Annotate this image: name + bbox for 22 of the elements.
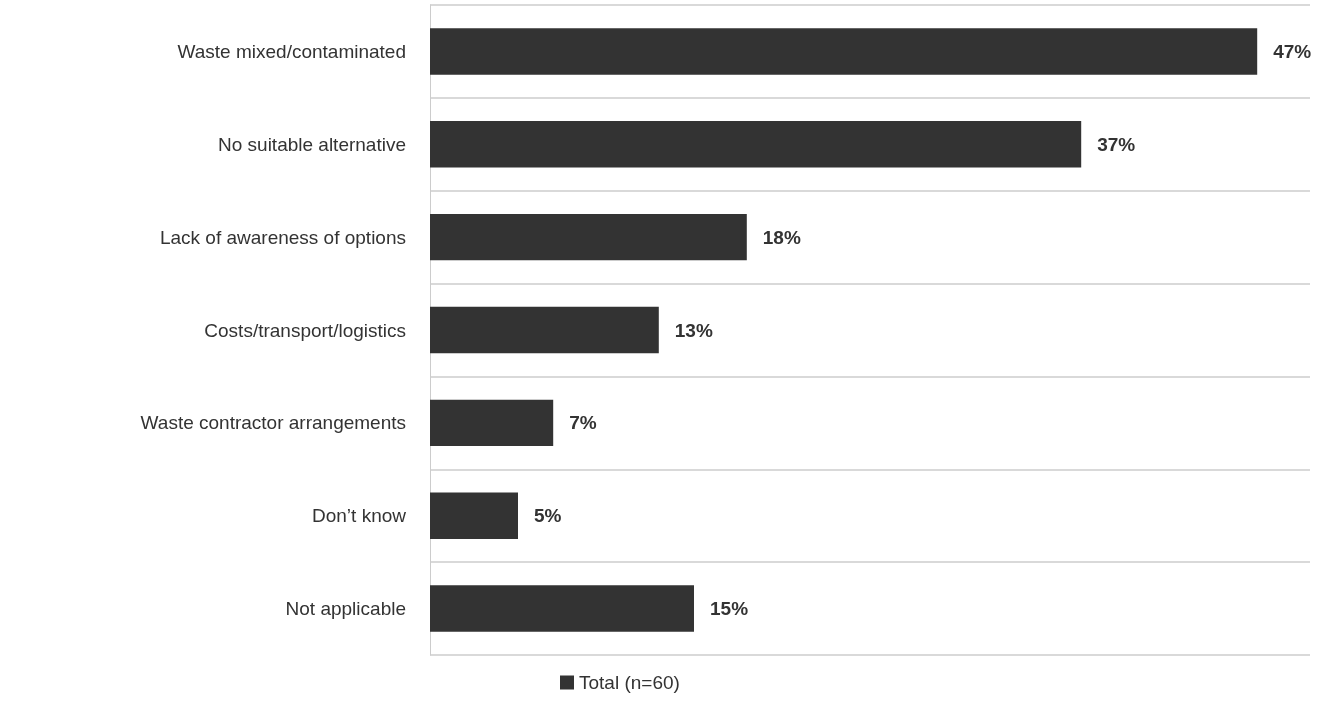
- data-label: 5%: [534, 505, 562, 527]
- bar: [430, 213, 747, 261]
- data-label: 47%: [1273, 40, 1312, 62]
- y-tick-label: Waste contractor arrangements: [140, 412, 406, 434]
- bar: [430, 492, 518, 539]
- data-label: 13%: [674, 319, 713, 341]
- y-tick-label: Not applicable: [285, 598, 406, 620]
- bar: [430, 28, 1258, 75]
- data-label: 18%: [762, 226, 801, 248]
- y-tick-label: Costs/transport/logistics: [204, 319, 406, 341]
- bar: [430, 306, 659, 354]
- y-tick-label: Don’t know: [312, 505, 407, 527]
- bar: [430, 121, 1082, 168]
- y-tick-label: Waste mixed/contaminated: [177, 40, 406, 62]
- y-tick-label: No suitable alternative: [218, 133, 406, 155]
- data-label: 7%: [569, 412, 597, 434]
- data-label: 37%: [1097, 133, 1136, 155]
- y-tick-label: Lack of awareness of options: [159, 226, 406, 248]
- legend-label: Total (n=60): [579, 672, 680, 693]
- bar: [430, 585, 694, 632]
- bar: [430, 399, 554, 447]
- data-label: 15%: [710, 598, 749, 620]
